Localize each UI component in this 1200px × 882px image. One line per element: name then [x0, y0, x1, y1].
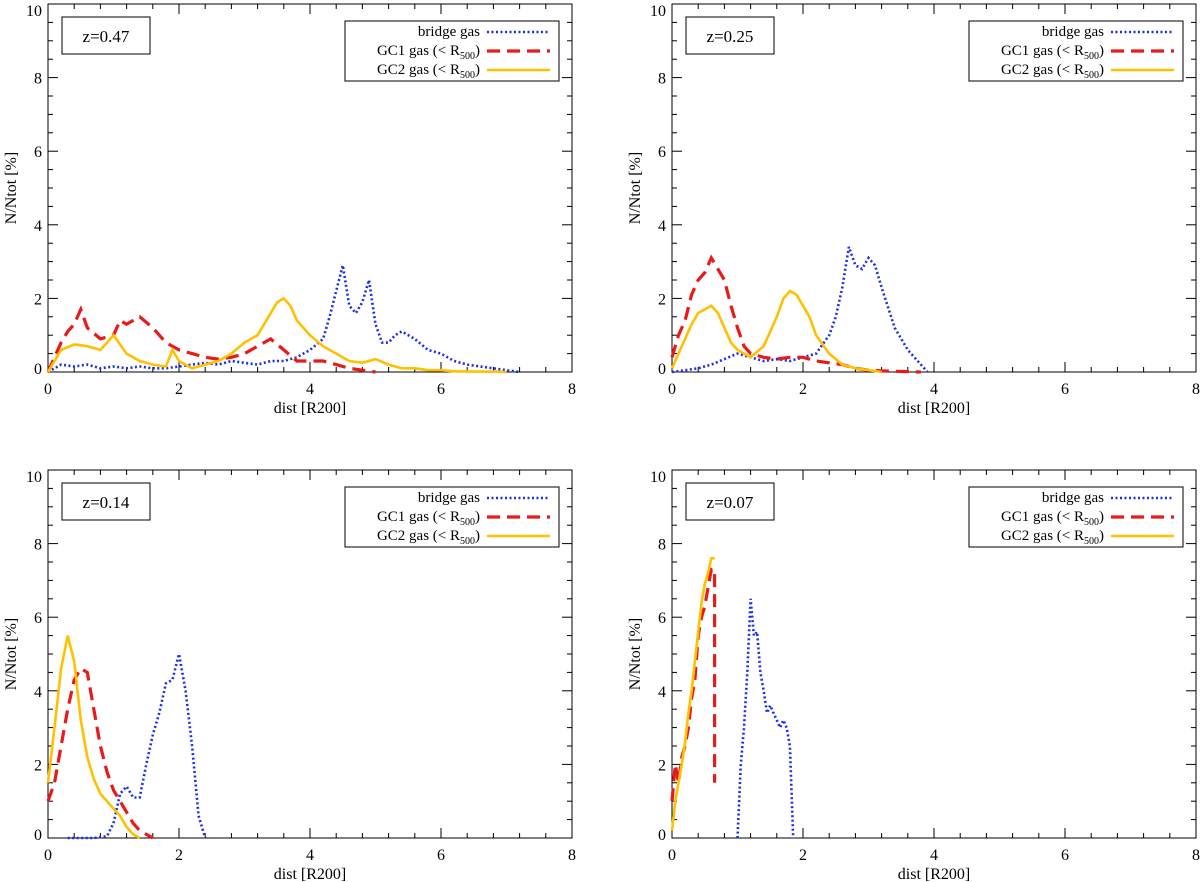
- x-tick-label: 8: [1192, 381, 1200, 398]
- legend-label-bridge: bridge gas: [418, 490, 480, 506]
- series-gc1-line: [46, 305, 376, 374]
- series-gc1-line: [670, 254, 921, 374]
- y-tick-label: 10: [650, 3, 666, 20]
- y-tick-label: 0: [34, 827, 42, 844]
- y-tick-label: 4: [658, 684, 666, 701]
- x-tick-label: 6: [1061, 847, 1069, 864]
- y-tick-label: 8: [658, 537, 666, 554]
- legend-label-gc2: GC2 gas (< R500): [377, 528, 480, 547]
- series-gc2-line: [46, 296, 507, 374]
- y-tick-label: 2: [34, 757, 42, 774]
- legend-label-gc1: GC1 gas (< R500): [377, 43, 480, 62]
- series-bridge-line: [47, 264, 520, 374]
- series-gc1-line: [46, 666, 154, 840]
- y-tick-label: 6: [34, 144, 42, 161]
- x-tick-label: 4: [306, 381, 314, 398]
- x-tick-label: 6: [437, 847, 445, 864]
- x-tick-label: 6: [437, 381, 445, 398]
- y-tick-label: 6: [658, 610, 666, 627]
- y-tick-label: 0: [34, 361, 42, 378]
- y-tick-label: 4: [658, 218, 666, 235]
- x-tick-label: 6: [1061, 381, 1069, 398]
- x-tick-label: 2: [799, 381, 807, 398]
- x-tick-label: 2: [175, 847, 183, 864]
- panel-1: 0 2 4 6 8 0 2 4 6 8 10 dist [R200] N/Ntot [%] z=0.47 b…: [3, 3, 576, 417]
- panel-title: z=0.14: [83, 493, 130, 512]
- y-tick-label: 2: [34, 291, 42, 308]
- y-tick-label: 0: [658, 827, 666, 844]
- legend-label-gc2: GC2 gas (< R500): [377, 62, 480, 81]
- x-axis-label: dist [R200]: [898, 400, 970, 417]
- x-tick-label: 2: [799, 847, 807, 864]
- y-tick-label: 10: [650, 469, 666, 486]
- x-tick-label: 0: [44, 381, 52, 398]
- y-tick-label: 4: [34, 218, 42, 235]
- y-tick-label: 0: [658, 361, 666, 378]
- x-tick-label: 8: [568, 381, 576, 398]
- legend-label-bridge: bridge gas: [1042, 490, 1104, 506]
- y-tick-label: 6: [658, 144, 666, 161]
- panel-2: 0 2 4 6 8 0 2 4 6 8 10 dist [R200] N/Ntot [%] z=0.25 b…: [627, 3, 1200, 417]
- legend-label-gc2: GC2 gas (< R500): [1001, 528, 1104, 547]
- y-tick-label: 4: [34, 684, 42, 701]
- series-gc2-line: [670, 556, 715, 831]
- y-tick-label: 2: [658, 757, 666, 774]
- redshift-label-box: [685, 16, 775, 55]
- y-tick-label: 10: [26, 469, 42, 486]
- y-tick-label: 2: [658, 291, 666, 308]
- panel-title: z=0.07: [707, 493, 754, 512]
- legend-label-bridge: bridge gas: [1042, 24, 1104, 40]
- redshift-label-box: [61, 482, 151, 521]
- x-axis-label: dist [R200]: [274, 866, 346, 882]
- series-bridge-line: [736, 598, 795, 839]
- y-axis-label: N/Ntot [%]: [627, 152, 644, 224]
- legend-label-bridge: bridge gas: [418, 24, 480, 40]
- x-tick-label: 8: [1192, 847, 1200, 864]
- y-axis-label: N/Ntot [%]: [3, 152, 20, 224]
- x-tick-label: 2: [175, 381, 183, 398]
- redshift-label-box: [685, 482, 775, 521]
- panel-title: z=0.25: [707, 27, 754, 46]
- y-tick-label: 10: [26, 3, 42, 20]
- x-tick-label: 8: [568, 847, 576, 864]
- y-tick-label: 8: [34, 537, 42, 554]
- legend-label-gc1: GC1 gas (< R500): [1001, 43, 1104, 62]
- series-gc2-line: [670, 289, 882, 374]
- y-tick-label: 6: [34, 610, 42, 627]
- series-gc2-line: [46, 635, 141, 840]
- x-tick-label: 4: [930, 381, 938, 398]
- series-bridge-line: [67, 653, 207, 840]
- x-tick-label: 0: [668, 381, 676, 398]
- redshift-label-box: [61, 16, 151, 55]
- x-axis-label: dist [R200]: [898, 866, 970, 882]
- x-tick-label: 0: [44, 847, 52, 864]
- panel-title: z=0.47: [83, 27, 130, 46]
- legend-label-gc1: GC1 gas (< R500): [1001, 509, 1104, 528]
- panel-3: 0 2 4 6 8 0 2 4 6 8 10 dist [R200] N/Ntot [%] z=0.14 b…: [3, 469, 576, 882]
- x-tick-label: 4: [306, 847, 314, 864]
- series-bridge-line: [671, 246, 929, 374]
- y-tick-label: 8: [34, 71, 42, 88]
- x-tick-label: 4: [930, 847, 938, 864]
- legend-label-gc2: GC2 gas (< R500): [1001, 62, 1104, 81]
- y-tick-label: 8: [658, 71, 666, 88]
- x-axis-label: dist [R200]: [274, 400, 346, 417]
- y-axis-label: N/Ntot [%]: [3, 618, 20, 690]
- y-axis-label: N/Ntot [%]: [627, 618, 644, 690]
- panel-4: 0 2 4 6 8 0 2 4 6 8 10 dist [R200] N/Ntot [%] z=0.07 b…: [627, 469, 1200, 882]
- x-tick-label: 0: [668, 847, 676, 864]
- legend-label-gc1: GC1 gas (< R500): [377, 509, 480, 528]
